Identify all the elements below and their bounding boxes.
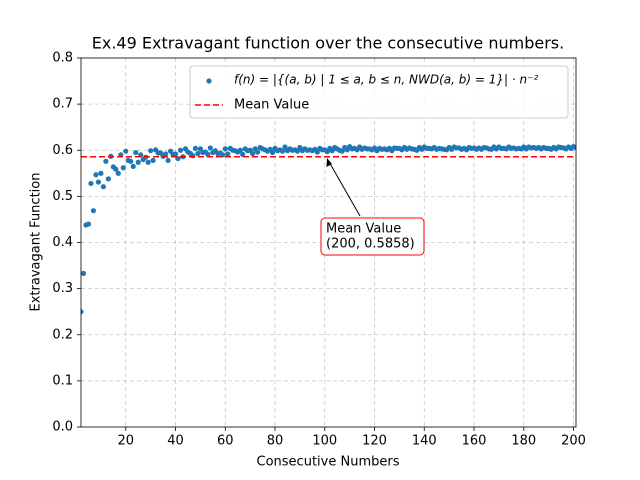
y-axis-label: Extravagant Function (29, 173, 44, 312)
x-tick-label: 120 (362, 434, 387, 449)
point (93, 172, 99, 178)
point (148, 148, 154, 154)
point (240, 151, 246, 158)
point (145, 159, 151, 165)
annotation-arrowhead (326, 158, 332, 167)
point (105, 176, 111, 182)
point (294, 148, 301, 154)
point (269, 149, 276, 156)
annotation-box (320, 217, 425, 256)
point (103, 158, 109, 164)
legend-marker (206, 78, 212, 84)
y-tick-label: 0.6 (52, 143, 73, 158)
point (133, 149, 139, 156)
point (192, 145, 199, 152)
point (162, 151, 169, 157)
axes-frame (80, 57, 577, 428)
point (177, 147, 184, 153)
point (150, 157, 156, 163)
x-tick-label: 40 (167, 434, 184, 449)
x-tick-label: 140 (412, 434, 437, 449)
chart-title: Ex.49 Extravagant function over the cons… (92, 34, 564, 53)
x-tick-label: 20 (118, 434, 135, 449)
point (128, 158, 134, 164)
point (135, 159, 141, 165)
x-tick-label: 100 (312, 434, 337, 449)
annotation-text: (200, 0.5858) (326, 237, 415, 252)
point (250, 150, 256, 157)
y-tick-label: 0.4 (52, 235, 73, 250)
point (282, 144, 288, 150)
point (314, 149, 320, 155)
point (120, 165, 126, 171)
legend-label: Mean Value (234, 98, 309, 113)
point (85, 221, 92, 227)
point (100, 184, 106, 190)
x-tick-label: 60 (217, 434, 234, 449)
point (237, 147, 243, 153)
annotation-arrow (327, 159, 361, 217)
x-tick-label: 180 (511, 434, 536, 449)
point (113, 166, 119, 172)
y-tick-label: 0.0 (52, 420, 73, 435)
point (165, 157, 171, 163)
point (197, 146, 203, 152)
legend-box (189, 65, 569, 119)
marks (81, 143, 576, 315)
y-tick-label: 0.5 (52, 189, 73, 204)
point (115, 170, 121, 176)
x-tick-label: 200 (561, 434, 586, 449)
point (172, 151, 179, 157)
point (81, 270, 87, 277)
legend-label: f(n) = |{(a, b) | 1 ≤ a, b ≤ n, NWD(a, b… (234, 73, 538, 87)
annotation-text: Mean Value (326, 222, 401, 237)
point (81, 309, 84, 315)
point (205, 151, 211, 158)
point (88, 180, 94, 187)
point (195, 150, 201, 157)
point (207, 145, 213, 151)
point (130, 163, 136, 169)
point (98, 170, 104, 176)
point (222, 146, 228, 152)
point (95, 179, 102, 185)
point (279, 148, 286, 154)
y-tick-label: 0.2 (52, 327, 73, 342)
y-tick-label: 0.8 (52, 51, 73, 66)
x-tick-label: 160 (462, 434, 487, 449)
y-tick-label: 0.3 (52, 281, 73, 296)
point (225, 151, 231, 157)
x-axis-label: Consecutive Numbers (257, 455, 400, 470)
x-tick-label: 80 (267, 434, 284, 449)
point (573, 144, 576, 151)
point (90, 208, 97, 214)
point (123, 148, 129, 154)
y-tick-label: 0.1 (52, 373, 73, 388)
y-tick-label: 0.7 (52, 97, 73, 112)
point (255, 149, 261, 155)
point (190, 153, 196, 159)
point (339, 148, 345, 154)
